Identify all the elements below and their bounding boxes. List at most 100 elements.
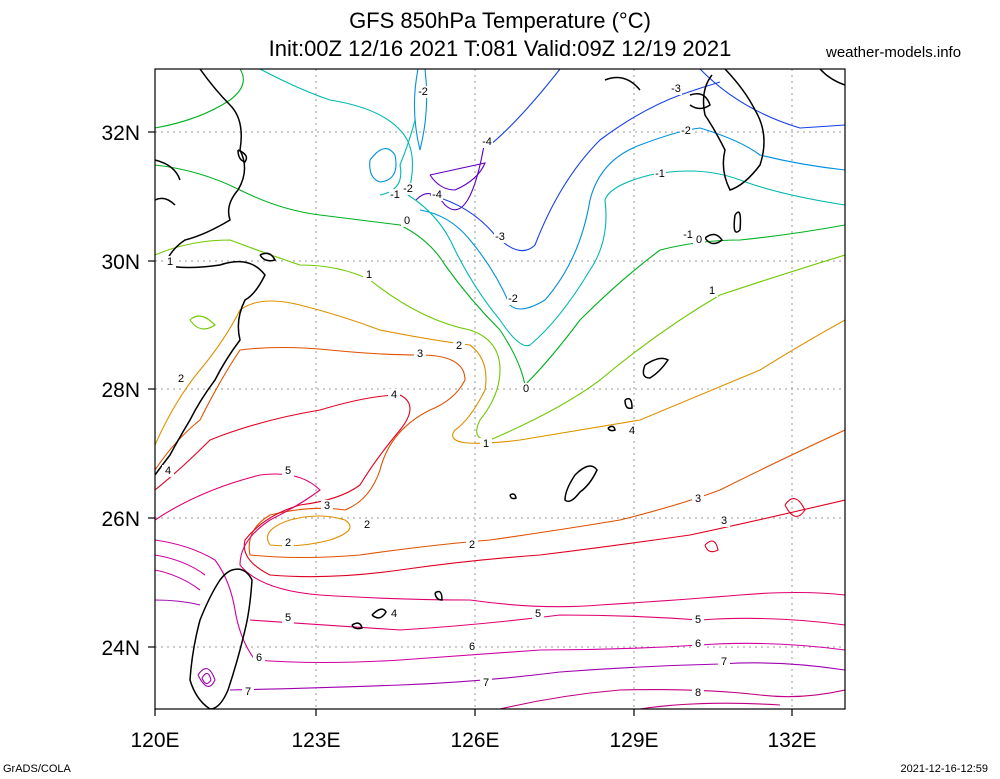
lon-label-120: 120E	[130, 729, 179, 752]
contour-label: 7	[483, 677, 489, 689]
chart-subtitle: Init:00Z 12/16 2021 T:081 Valid:09Z 12/1…	[268, 36, 732, 61]
contour-line-0	[155, 69, 845, 387]
contour-label: -1	[390, 189, 400, 201]
taiwan-island	[189, 568, 253, 709]
contour-label: 3	[721, 515, 727, 527]
lon-label-129: 129E	[609, 729, 658, 752]
footer-timestamp: 2021-12-16-12:59	[900, 763, 988, 775]
lon-label-126: 126E	[450, 729, 499, 752]
contour-label-bg	[480, 677, 492, 689]
contour-label: -4	[482, 136, 492, 148]
contour-line-1	[155, 239, 845, 441]
contour-label: 1	[483, 438, 489, 450]
contour-label: 7	[721, 656, 727, 668]
axis-labels: 120E 123E 126E 129E 132E 32N 30N 28N 26N…	[101, 122, 816, 752]
contour-label: -2	[681, 125, 691, 137]
contour-line-2	[155, 300, 845, 446]
contour-label: 4	[391, 389, 397, 401]
contour-line-minus4	[415, 139, 486, 211]
contour-label-bg	[401, 215, 413, 227]
contour-label-bg	[466, 539, 478, 551]
contour-line-minus2-island	[369, 148, 397, 183]
contour-line-7-taiwan	[197, 668, 216, 687]
ishigaki-island	[351, 608, 387, 630]
contour-label-bg	[692, 614, 704, 626]
zhoushan-islands	[237, 149, 277, 262]
lat-label-30: 30N	[101, 251, 140, 274]
contour-label: 4	[165, 465, 171, 477]
contour-line-4	[155, 394, 845, 578]
contour-label-bg	[363, 269, 375, 281]
china-coast-inner	[155, 159, 181, 206]
japan-islands-north	[604, 69, 845, 110]
contour-label-bg	[718, 515, 730, 527]
source-label: weather-models.info	[826, 44, 962, 61]
contour-label: 6	[256, 652, 262, 664]
contour-label: 6	[695, 638, 701, 650]
contour-label-bg	[507, 293, 519, 305]
okinawa-island	[564, 465, 598, 503]
japan-kyushu	[702, 69, 765, 191]
contour-line-7	[155, 599, 845, 691]
contour-label-bg	[242, 686, 254, 698]
contour-label-bg	[388, 608, 400, 620]
contour-line-4-small	[704, 498, 806, 553]
contour-label: -3	[671, 83, 681, 95]
contour-label: 3	[695, 493, 701, 505]
contour-label: -1	[655, 168, 665, 180]
contour-label: 0	[696, 234, 702, 246]
contour-label-bg	[162, 465, 174, 477]
contour-label-bg	[520, 383, 532, 395]
contour-label: 3	[324, 500, 330, 512]
contour-label-bg	[361, 519, 373, 531]
contour-label: 1	[366, 269, 372, 281]
contour-labels: -2-4-3-2-1-2-1-2-400-3-2-101111232424532…	[162, 83, 730, 699]
contour-label-bg	[692, 638, 704, 650]
contour-label: 2	[178, 373, 184, 385]
contour-label: 4	[629, 425, 635, 437]
contour-line-6-b	[155, 554, 206, 591]
contour-label-bg	[692, 687, 704, 699]
contour-label: 1	[709, 285, 715, 297]
contour-label: -1	[683, 229, 693, 241]
contour-label: 1	[167, 256, 173, 268]
lon-label-123: 123E	[291, 729, 340, 752]
footer-credit: GrADS/COLA	[3, 763, 71, 775]
contour-label: -2	[508, 293, 518, 305]
contour-label-bg	[431, 189, 443, 201]
contour-label-bg	[670, 83, 682, 95]
small-island-3	[509, 493, 517, 500]
contour-label-bg	[414, 348, 426, 360]
contour-label: 7	[245, 686, 251, 698]
contour-label-bg	[282, 537, 294, 549]
tanegashima-island	[733, 211, 742, 233]
miyako-island	[434, 590, 443, 601]
contour-line-minus2-vert	[413, 69, 428, 151]
contour-label-bg	[466, 641, 478, 653]
contour-label-bg	[494, 231, 506, 243]
contour-label: -3	[495, 231, 505, 243]
amami-island	[642, 357, 670, 379]
contour-label: 8	[695, 687, 701, 699]
contour-label: 0	[523, 383, 529, 395]
contour-label-bg	[626, 425, 638, 437]
contour-label: -4	[432, 189, 442, 201]
contour-label-bg	[417, 86, 429, 98]
contour-label: 2	[456, 340, 462, 352]
small-island-2	[607, 425, 616, 432]
contour-label-bg	[693, 234, 705, 246]
contour-line-minus4-b	[429, 162, 486, 191]
contour-label-bg	[388, 389, 400, 401]
contour-label-bg	[654, 168, 666, 180]
contour-line-5-b	[249, 614, 845, 631]
axis-ticks	[148, 131, 793, 716]
contour-line-8	[499, 689, 845, 709]
yakushima-island	[704, 233, 724, 245]
contour-label-bg	[532, 608, 544, 620]
contour-label: 5	[285, 465, 291, 477]
contour-label: 4	[391, 608, 397, 620]
contour-label-bg	[692, 493, 704, 505]
contour-line-3	[155, 346, 845, 559]
contour-label: 2	[364, 519, 370, 531]
